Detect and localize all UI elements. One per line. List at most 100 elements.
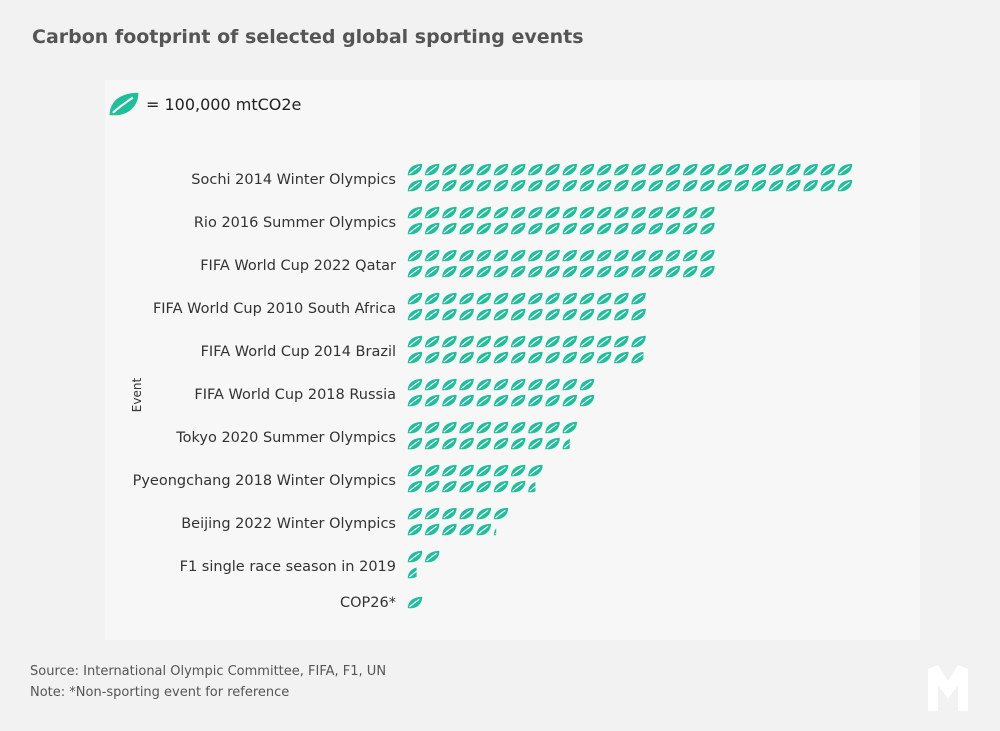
leaf-mark <box>665 179 681 192</box>
leaf-mark <box>459 464 474 477</box>
leaf-mark <box>751 179 767 192</box>
leaf-mark <box>545 163 560 176</box>
leaf-mark <box>511 437 526 450</box>
leaf-mark <box>493 249 509 262</box>
leaf-mark <box>442 394 457 407</box>
leaf-mark <box>579 378 595 391</box>
leaf-mark <box>407 378 423 391</box>
leaf-mark <box>597 335 612 348</box>
leaf-mark <box>545 378 560 391</box>
leaf-mark <box>511 179 526 192</box>
leaf-mark <box>683 265 698 278</box>
leaf-mark <box>442 480 457 493</box>
leaf-mark <box>579 265 595 278</box>
leaf-mark <box>579 206 595 219</box>
leaf-mark <box>425 437 440 450</box>
leaf-mark <box>803 163 818 176</box>
leaf-mark <box>407 567 417 579</box>
leaf-mark <box>528 437 543 450</box>
leaf-mark <box>665 249 681 262</box>
leaf-mark <box>493 206 509 219</box>
leaf-mark <box>820 179 835 192</box>
leaf-mark <box>528 249 543 262</box>
leaf-mark <box>511 421 526 434</box>
leaf-mark <box>425 222 440 235</box>
leaf-mark <box>511 222 526 235</box>
leaf-mark <box>511 265 526 278</box>
leaf-mark <box>511 335 526 348</box>
leaf-mark <box>493 335 509 348</box>
leaf-mark <box>648 265 663 278</box>
leaf-mark <box>459 163 474 176</box>
leaf-mark <box>562 421 577 434</box>
leaf-mark <box>493 265 509 278</box>
leaf-mark <box>476 523 491 536</box>
leaf-mark <box>545 335 560 348</box>
leaf-mark <box>407 596 423 609</box>
leaf-mark <box>631 335 646 348</box>
category-label: F1 single race season in 2019 <box>179 559 396 575</box>
leaf-mark <box>476 378 491 391</box>
leaf-mark <box>528 378 543 391</box>
leaf-mark <box>459 249 474 262</box>
leaf-mark <box>545 249 560 262</box>
leaf-mark <box>511 480 526 493</box>
leaf-mark <box>425 265 440 278</box>
leaf-mark <box>820 163 835 176</box>
source-text: Source: International Olympic Committee,… <box>30 664 387 679</box>
leaf-mark <box>700 163 715 176</box>
leaf-mark <box>425 249 440 262</box>
leaf-mark <box>700 179 715 192</box>
leaf-mark <box>545 206 560 219</box>
leaf-mark <box>459 394 474 407</box>
leaf-mark <box>528 265 543 278</box>
leaf-mark <box>597 265 612 278</box>
leaf-mark <box>597 249 612 262</box>
leaf-mark <box>562 249 577 262</box>
leaf-mark <box>459 480 474 493</box>
leaf-mark <box>476 292 491 305</box>
leaf-mark <box>597 206 612 219</box>
leaf-mark <box>407 222 423 235</box>
leaf-mark <box>511 394 526 407</box>
leaf-mark <box>665 206 681 219</box>
leaf-mark <box>476 265 491 278</box>
leaf-mark <box>442 249 457 262</box>
leaf-mark <box>407 292 423 305</box>
leaf-mark <box>407 507 423 520</box>
leaf-mark <box>631 308 646 321</box>
leaf-mark <box>700 265 715 278</box>
leaf-mark <box>425 464 440 477</box>
leaf-mark <box>683 222 698 235</box>
leaf-mark <box>459 378 474 391</box>
leaf-mark <box>579 394 595 407</box>
leaf-mark <box>459 421 474 434</box>
leaf-mark <box>528 464 543 477</box>
leaf-mark <box>562 394 577 407</box>
legend: = 100,000 mtCO2e <box>108 90 301 118</box>
leaf-mark <box>459 437 474 450</box>
leaf-mark <box>528 335 543 348</box>
leaf-mark <box>786 179 801 192</box>
leaf-mark <box>459 292 474 305</box>
leaf-mark <box>493 163 509 176</box>
leaf-mark <box>407 163 423 176</box>
category-label: FIFA World Cup 2010 South Africa <box>152 301 396 317</box>
leaf-mark <box>459 308 474 321</box>
leaf-mark <box>786 163 801 176</box>
leaf-mark <box>407 265 423 278</box>
leaf-mark <box>442 335 457 348</box>
leaf-mark <box>493 421 509 434</box>
leaf-mark <box>528 421 543 434</box>
leaf-mark <box>407 523 423 536</box>
leaf-mark <box>459 523 474 536</box>
leaf-mark <box>493 507 509 520</box>
leaf-mark <box>493 437 509 450</box>
leaf-mark <box>476 179 491 192</box>
chart-title: Carbon footprint of selected global spor… <box>32 26 584 48</box>
leaf-mark <box>683 179 698 192</box>
leaf-mark <box>476 421 491 434</box>
leaf-mark <box>407 550 423 563</box>
leaf-mark <box>631 292 646 305</box>
